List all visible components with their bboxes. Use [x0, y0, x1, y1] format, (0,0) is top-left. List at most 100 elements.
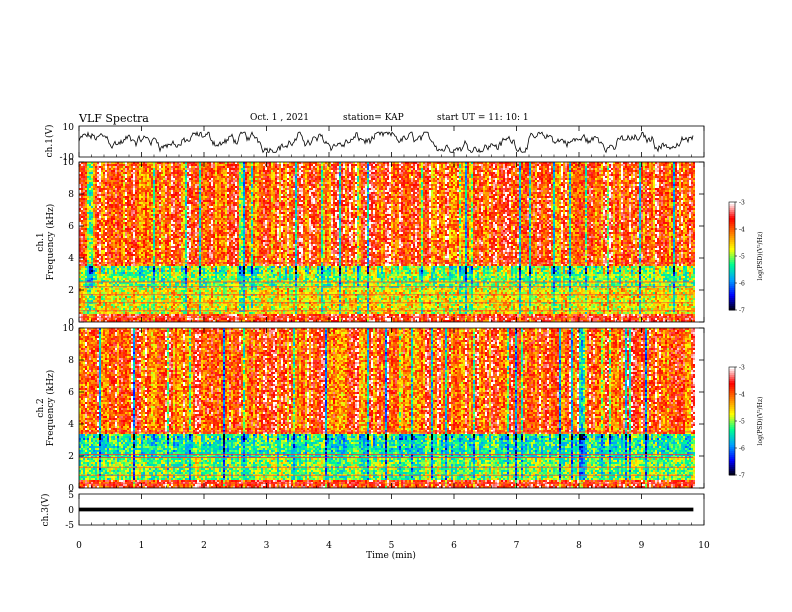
spec-cell	[87, 296, 89, 298]
spec-cell	[81, 254, 83, 256]
spec-cell	[85, 270, 87, 272]
spec-cell	[99, 176, 101, 178]
spec-cell	[89, 246, 91, 248]
spec-cell	[95, 224, 97, 226]
spec-cell	[99, 200, 101, 202]
spec-cell	[97, 228, 99, 230]
spec-cell	[89, 314, 91, 316]
spec-cell	[99, 184, 101, 186]
spec-cell	[89, 242, 91, 244]
spec-cell	[81, 198, 83, 200]
spec-cell	[97, 254, 99, 256]
spec-cell	[93, 172, 95, 174]
spec-cell	[101, 216, 103, 218]
spec-cell	[85, 220, 87, 222]
spec-cell	[83, 208, 85, 210]
spec-cell	[85, 176, 87, 178]
spec-cell	[87, 226, 89, 228]
spec-cell	[81, 292, 83, 294]
spec-cell	[87, 166, 89, 168]
spec-cell	[93, 220, 95, 222]
spec-cell	[95, 306, 97, 308]
spec-cell	[101, 198, 103, 200]
spec-cell	[97, 298, 99, 300]
spec-cell	[101, 168, 103, 170]
spec-cell	[101, 284, 103, 286]
spec-cell	[93, 246, 95, 248]
spec-cell	[95, 278, 97, 280]
spec-cell	[91, 210, 93, 212]
spec-cell	[83, 264, 85, 266]
spec-cell	[101, 300, 103, 302]
spec-cell	[83, 202, 85, 204]
spec-cell	[97, 194, 99, 196]
spec-cell	[87, 272, 89, 274]
spec-cell	[85, 304, 87, 306]
spec-cell	[99, 226, 101, 228]
spec-cell	[97, 268, 99, 270]
spec-cell	[95, 196, 97, 198]
spec-cell	[101, 274, 103, 276]
spec-cell	[91, 182, 93, 184]
spec-cell	[87, 278, 89, 280]
spec-cell	[101, 176, 103, 178]
spec-cell	[85, 264, 87, 266]
spec-cell	[89, 272, 91, 274]
spec-cell	[97, 186, 99, 188]
spec-cell	[97, 292, 99, 294]
spec-cell	[87, 176, 89, 178]
spec-cell	[95, 292, 97, 294]
spec-cell	[97, 242, 99, 244]
spec-cell	[93, 268, 95, 270]
spec-cell	[85, 296, 87, 298]
spec-cell	[83, 314, 85, 316]
spec-cell	[89, 240, 91, 242]
spec-cell	[101, 248, 103, 250]
spec-cell	[99, 266, 101, 268]
spec-cell	[95, 232, 97, 234]
spec-cell	[89, 218, 91, 220]
spec-cell	[103, 184, 105, 186]
spec-cell	[101, 218, 103, 220]
spec-cell	[91, 196, 93, 198]
spec-cell	[85, 254, 87, 256]
spec-cell	[83, 284, 85, 286]
spec-cell	[91, 204, 93, 206]
spec-cell	[97, 256, 99, 258]
spec-cell	[87, 184, 89, 186]
ch1-ytick-top: 10	[63, 123, 75, 133]
spec-cell	[83, 164, 85, 166]
spec-cell	[97, 312, 99, 314]
spec-cell	[91, 216, 93, 218]
spec-cell	[89, 270, 91, 272]
spec-cell	[97, 270, 99, 272]
spec-cell	[89, 260, 91, 262]
spec-cell	[103, 170, 105, 172]
spec-cell	[89, 208, 91, 210]
spec-cell	[99, 220, 101, 222]
spec-cell	[81, 314, 83, 316]
spec-cell	[85, 164, 87, 166]
spec-cell	[103, 186, 105, 188]
spec-cell	[99, 224, 101, 226]
spec-cell	[93, 208, 95, 210]
spec-cell	[91, 288, 93, 290]
spec-cell	[87, 298, 89, 300]
spec-cell	[99, 242, 101, 244]
spec-cell	[81, 186, 83, 188]
spec-cell	[95, 212, 97, 214]
spec-cell	[87, 246, 89, 248]
spec-cell	[81, 188, 83, 190]
spec-cell	[91, 184, 93, 186]
spec-cell	[93, 308, 95, 310]
spec-cell	[87, 170, 89, 172]
spec-cell	[99, 270, 101, 272]
spec-cell	[91, 200, 93, 202]
spec-cell	[81, 232, 83, 234]
spec-cell	[83, 232, 85, 234]
spec-cell	[85, 250, 87, 252]
spec-cell	[89, 244, 91, 246]
spec-cell	[101, 260, 103, 262]
spec-cell	[101, 298, 103, 300]
spec-cell	[93, 224, 95, 226]
